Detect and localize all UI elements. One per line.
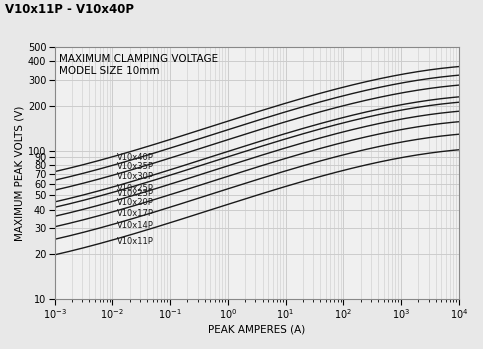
Text: V10x20P: V10x20P [117, 198, 154, 207]
Text: MAXIMUM CLAMPING VOLTAGE
MODEL SIZE 10mm: MAXIMUM CLAMPING VOLTAGE MODEL SIZE 10mm [58, 54, 218, 76]
Text: V10x23P: V10x23P [117, 189, 154, 198]
Text: V10x30P: V10x30P [117, 172, 154, 181]
Text: V10x35P: V10x35P [117, 162, 154, 171]
Text: V10x11P - V10x40P: V10x11P - V10x40P [5, 3, 134, 16]
Text: V10x14P: V10x14P [117, 221, 154, 230]
Text: V10x11P: V10x11P [117, 237, 154, 246]
X-axis label: PEAK AMPERES (A): PEAK AMPERES (A) [208, 324, 305, 334]
Y-axis label: MAXIMUM PEAK VOLTS (V): MAXIMUM PEAK VOLTS (V) [15, 105, 25, 241]
Text: V10x25P: V10x25P [117, 184, 154, 193]
Text: V10x40P: V10x40P [117, 154, 154, 162]
Text: V10x17P: V10x17P [117, 209, 154, 218]
